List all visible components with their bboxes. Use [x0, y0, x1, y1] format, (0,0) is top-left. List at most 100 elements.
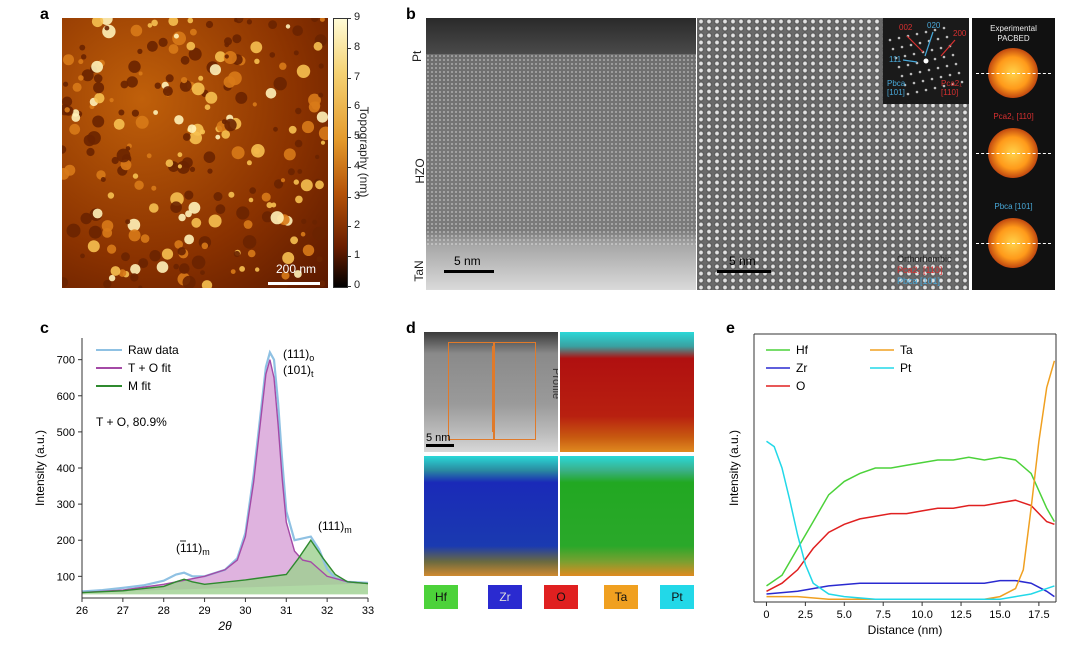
- afm-grain: [113, 118, 125, 130]
- afm-grain: [132, 173, 139, 179]
- afm-grain: [221, 130, 230, 139]
- eds-line-o: [766, 499, 1055, 592]
- eds-legend-zr: Zr: [488, 585, 522, 609]
- afm-grain: [205, 91, 218, 104]
- eds-o-ta-pt-map: [560, 332, 694, 452]
- afm-grain: [252, 102, 257, 107]
- eds-y-label: Intensity (a.u.): [727, 430, 741, 506]
- fft-spot: [954, 62, 958, 66]
- afm-grain: [184, 234, 194, 245]
- panel-letter-b: b: [406, 6, 416, 23]
- fft-spot: [897, 65, 901, 69]
- afm-grain: [285, 24, 291, 29]
- xrd-x-tick-label: 27: [117, 605, 129, 617]
- xrd-x-tick-label: 31: [280, 605, 292, 617]
- xrd-y-tick-label: 200: [57, 535, 75, 547]
- xrd-y-tick-label: 300: [57, 499, 75, 511]
- afm-grain: [215, 204, 226, 215]
- fft-spot: [915, 90, 919, 94]
- colorbar-tick: [347, 18, 351, 19]
- hr-scale-bar: [717, 270, 771, 273]
- afm-grain: [138, 285, 143, 288]
- m-fit-line: [81, 538, 369, 594]
- afm-grain: [318, 280, 326, 287]
- pacbed-title-line2: PACBED: [997, 34, 1030, 43]
- fft-spot: [918, 70, 922, 74]
- afm-grain: [165, 74, 174, 83]
- afm-grain: [130, 273, 139, 282]
- panel-letter-a: a: [40, 6, 49, 23]
- afm-grain: [88, 225, 102, 239]
- afm-grain: [168, 44, 179, 54]
- panel-letter-c: c: [40, 320, 49, 337]
- fft-arrow-200: [940, 39, 956, 57]
- afm-grain: [297, 169, 303, 174]
- fft-spot: [933, 86, 937, 90]
- afm-grain: [282, 252, 295, 264]
- afm-grain: [261, 211, 273, 223]
- eds-legend-label: O: [796, 379, 805, 393]
- afm-grain: [179, 263, 190, 274]
- afm-grain: [201, 280, 213, 288]
- afm-grain: [231, 146, 245, 160]
- afm-grain: [204, 104, 211, 110]
- afm-grain: [308, 101, 320, 113]
- phase-legend-pca2: Pca2₁ [110]: [897, 265, 943, 275]
- afm-grain: [140, 234, 150, 243]
- afm-grain: [265, 88, 277, 99]
- afm-grain: [151, 19, 158, 27]
- xrd-x-tick-label: 26: [76, 605, 88, 617]
- afm-grain: [224, 54, 229, 59]
- afm-grain: [147, 40, 158, 52]
- afm-grain: [177, 164, 182, 169]
- colorbar-tick-label: 1: [354, 249, 361, 262]
- eds-line-pt: [766, 440, 1055, 601]
- colorbar-tick-label: 2: [354, 219, 361, 232]
- afm-grain: [300, 231, 306, 237]
- fft-arrow-111: [902, 59, 918, 63]
- afm-grain: [162, 86, 173, 97]
- pacbed-line-1: [976, 73, 1051, 74]
- haadf-stem-image: 5 nm: [426, 18, 696, 290]
- afm-grain: [174, 115, 184, 125]
- afm-grain: [246, 160, 252, 166]
- afm-grain: [301, 120, 315, 134]
- afm-grain: [247, 249, 256, 258]
- afm-grain: [294, 139, 303, 148]
- eds-legend-ta: Ta: [604, 585, 638, 609]
- colorbar-tick: [347, 286, 351, 287]
- xrd-x-tick-label: 33: [362, 605, 374, 617]
- afm-grain: [174, 240, 183, 249]
- afm-grain: [180, 55, 190, 65]
- afm-grain: [191, 217, 202, 228]
- layer-label-tan: TaN: [412, 260, 426, 282]
- afm-grain: [158, 37, 168, 47]
- afm-grain: [186, 41, 196, 51]
- afm-grain: [147, 23, 153, 28]
- afm-grain: [215, 134, 221, 140]
- afm-grain: [108, 274, 116, 282]
- afm-grain: [228, 191, 235, 198]
- afm-grain: [190, 28, 197, 36]
- afm-grain: [161, 248, 174, 260]
- xrd-legend-label: T + O fit: [128, 361, 171, 375]
- afm-grain: [205, 20, 214, 29]
- xrd-legend-label: Raw data: [128, 343, 179, 357]
- eds-haadf-image: Profile 5 nm: [424, 332, 558, 452]
- afm-grain: [138, 71, 143, 76]
- colorbar-tick: [347, 166, 351, 168]
- peak-label-111m-bar: (111)m: [176, 541, 210, 557]
- afm-grain: [295, 195, 303, 204]
- afm-grain: [94, 93, 105, 104]
- afm-grain: [228, 71, 242, 86]
- afm-grain: [101, 220, 114, 232]
- afm-grain: [80, 253, 85, 259]
- eds-zr-map: [424, 456, 558, 576]
- fft-label-020: 020: [927, 21, 941, 30]
- afm-grain: [200, 270, 205, 275]
- afm-grain: [62, 96, 73, 107]
- fft-arrow-002: [906, 35, 924, 53]
- afm-grain: [149, 203, 159, 213]
- fft-spot: [897, 36, 901, 40]
- afm-grain: [261, 192, 271, 202]
